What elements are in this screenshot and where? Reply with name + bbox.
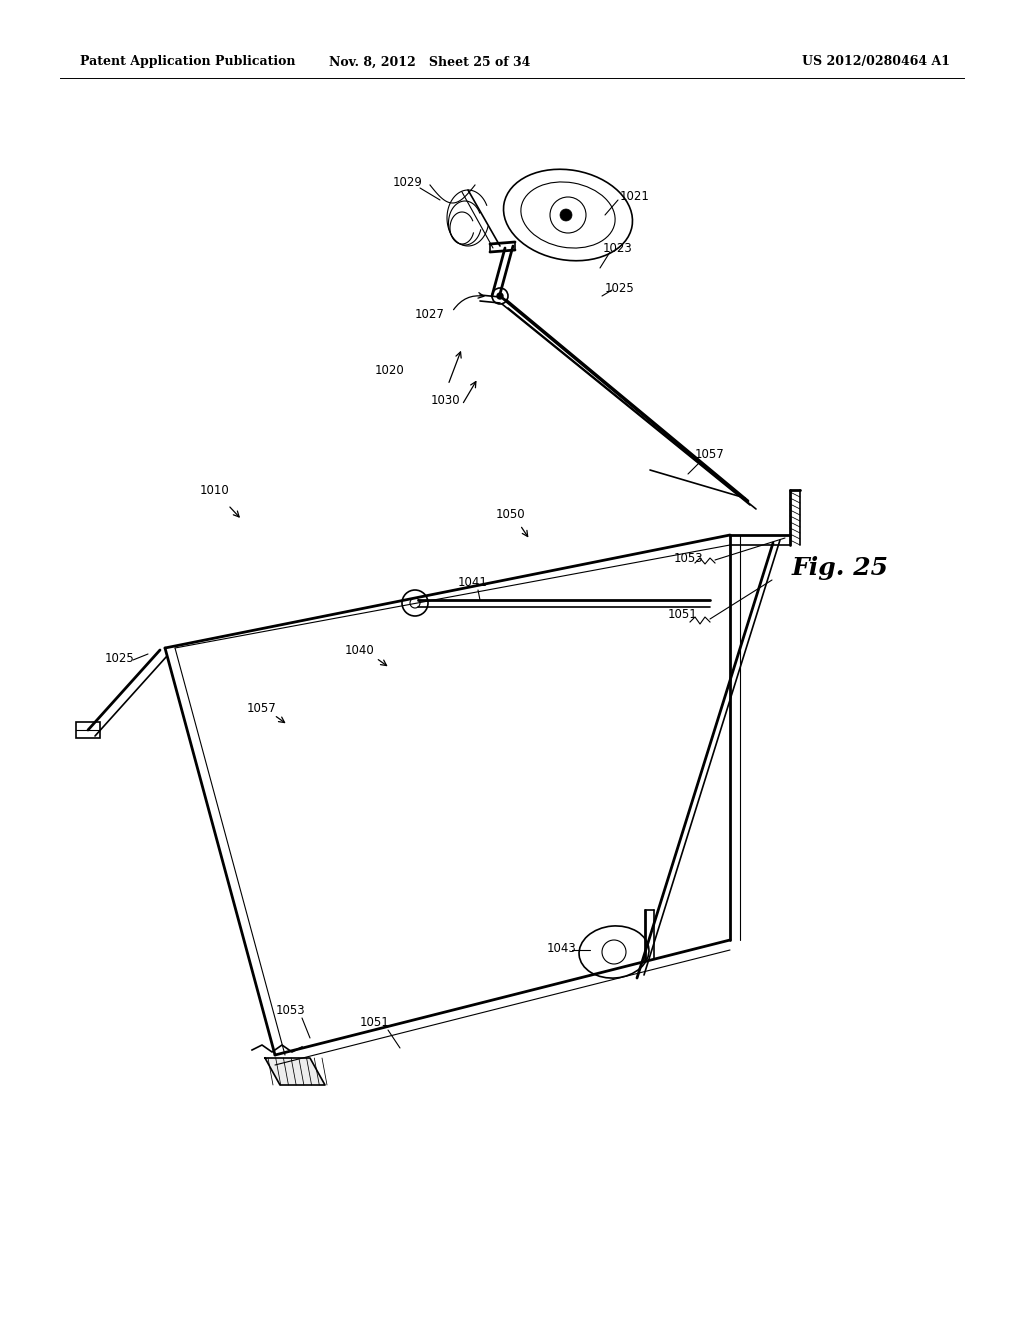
Text: Patent Application Publication: Patent Application Publication: [80, 55, 296, 69]
Text: 1051: 1051: [668, 609, 698, 622]
Bar: [76, 722, 100, 738]
Text: 1057: 1057: [695, 449, 725, 462]
Circle shape: [410, 598, 420, 609]
Text: 1025: 1025: [105, 652, 135, 664]
Text: 1029: 1029: [393, 176, 423, 189]
Text: 1041: 1041: [458, 577, 488, 590]
Text: 1053: 1053: [673, 552, 702, 565]
Text: 1023: 1023: [603, 242, 633, 255]
Text: Nov. 8, 2012   Sheet 25 of 34: Nov. 8, 2012 Sheet 25 of 34: [330, 55, 530, 69]
Text: 1010: 1010: [200, 483, 229, 496]
Text: 1021: 1021: [621, 190, 650, 202]
Text: 1020: 1020: [375, 363, 404, 376]
Text: Fig. 25: Fig. 25: [792, 556, 889, 579]
Circle shape: [560, 209, 572, 220]
Text: 1027: 1027: [415, 309, 445, 322]
Polygon shape: [265, 1059, 325, 1085]
Text: 1057: 1057: [247, 701, 276, 714]
Text: 1040: 1040: [345, 644, 375, 656]
Text: US 2012/0280464 A1: US 2012/0280464 A1: [802, 55, 950, 69]
Text: 1043: 1043: [547, 941, 577, 954]
Text: 1030: 1030: [430, 393, 460, 407]
Text: 1050: 1050: [496, 508, 525, 521]
Circle shape: [497, 293, 503, 300]
Text: 1053: 1053: [275, 1003, 305, 1016]
Text: 1025: 1025: [605, 281, 635, 294]
Text: 1051: 1051: [360, 1015, 390, 1028]
